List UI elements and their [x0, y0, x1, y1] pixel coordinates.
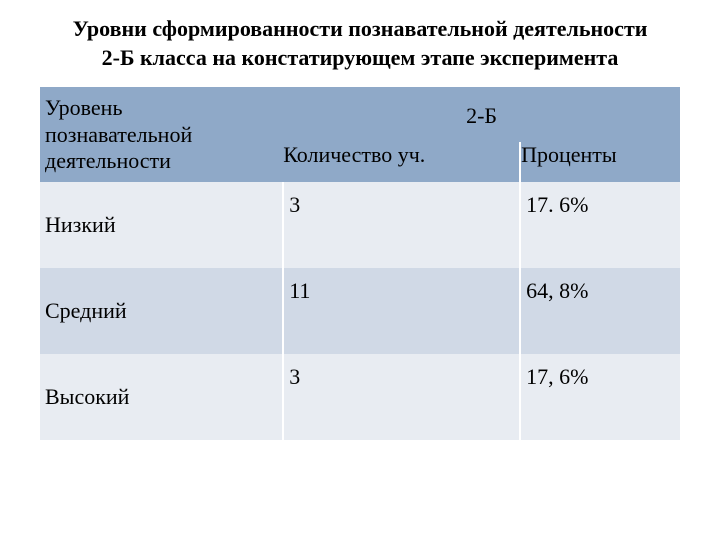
- count-cell: 11: [283, 268, 520, 354]
- group-header: 2-Б: [283, 97, 680, 133]
- table-title: Уровни сформированности познавательной д…: [40, 15, 680, 72]
- percent-cell: 17, 6%: [520, 354, 680, 440]
- title-line-1: Уровни сформированности познавательной д…: [73, 16, 648, 41]
- level-cell: Высокий: [40, 354, 283, 440]
- table-row: Низкий 3 17. 6%: [40, 182, 680, 268]
- group-header-cell: 2-Б: [283, 87, 680, 142]
- percent-cell: 17. 6%: [520, 182, 680, 268]
- level-cell: Средний: [40, 268, 283, 354]
- table-row: Средний 11 64, 8%: [40, 268, 680, 354]
- table-row: Высокий 3 17, 6%: [40, 354, 680, 440]
- percent-cell: 64, 8%: [520, 268, 680, 354]
- count-cell: 3: [283, 354, 520, 440]
- title-line-2: 2-Б класса на констатирующем этапе экспе…: [102, 45, 619, 70]
- header-row: Уровень познавательной деятельности 2-Б: [40, 87, 680, 142]
- column-header-percent: Проценты: [520, 142, 680, 182]
- level-cell: Низкий: [40, 182, 283, 268]
- count-cell: 3: [283, 182, 520, 268]
- row-header-label: Уровень познавательной деятельности: [40, 87, 283, 182]
- data-table: Уровень познавательной деятельности 2-Б …: [40, 87, 680, 440]
- column-header-count: Количество уч.: [283, 142, 520, 182]
